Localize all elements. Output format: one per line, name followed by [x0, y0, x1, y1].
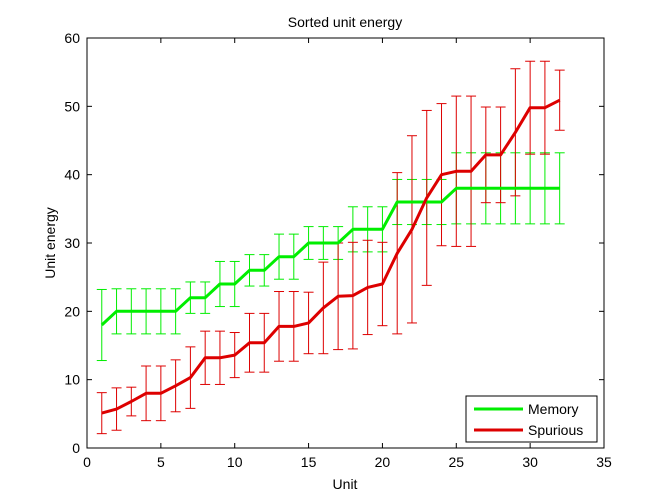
tick-labels: 0 5 10 15 20 25 30 35 0 10 20 30 40 50 60: [64, 30, 612, 470]
x-tick-label: 35: [596, 454, 612, 470]
legend-box: [465, 395, 598, 443]
x-tick-label: 30: [522, 454, 538, 470]
series-line-memory: [100, 186, 560, 327]
series-line-spurious: [101, 98, 561, 415]
y-tick-label: 10: [64, 372, 80, 388]
y-axis-label: Unit energy: [42, 207, 58, 279]
legend-label-memory: Memory: [528, 401, 579, 417]
y-tick-label: 60: [64, 30, 80, 46]
x-axis-label: Unit: [333, 476, 358, 492]
legend: Memory Spurious: [465, 395, 598, 443]
y-tick-label: 40: [64, 167, 80, 183]
y-tick-label: 0: [72, 440, 80, 456]
plot-area: [87, 38, 604, 448]
series-lines: [100, 98, 561, 415]
x-tick-label: 10: [227, 454, 243, 470]
legend-label-spurious: Spurious: [528, 422, 583, 438]
x-tick-label: 5: [157, 454, 165, 470]
plot-background: [87, 38, 604, 448]
axes: [86, 37, 605, 449]
x-tick-label: 20: [375, 454, 391, 470]
y-tick-label: 50: [64, 98, 80, 114]
y-tick-label: 20: [64, 303, 80, 319]
x-tick-label: 25: [448, 454, 464, 470]
x-tick-label: 15: [301, 454, 317, 470]
y-tick-label: 30: [64, 235, 80, 251]
x-tick-label: 0: [83, 454, 91, 470]
chart-title: Sorted unit energy: [288, 14, 402, 30]
